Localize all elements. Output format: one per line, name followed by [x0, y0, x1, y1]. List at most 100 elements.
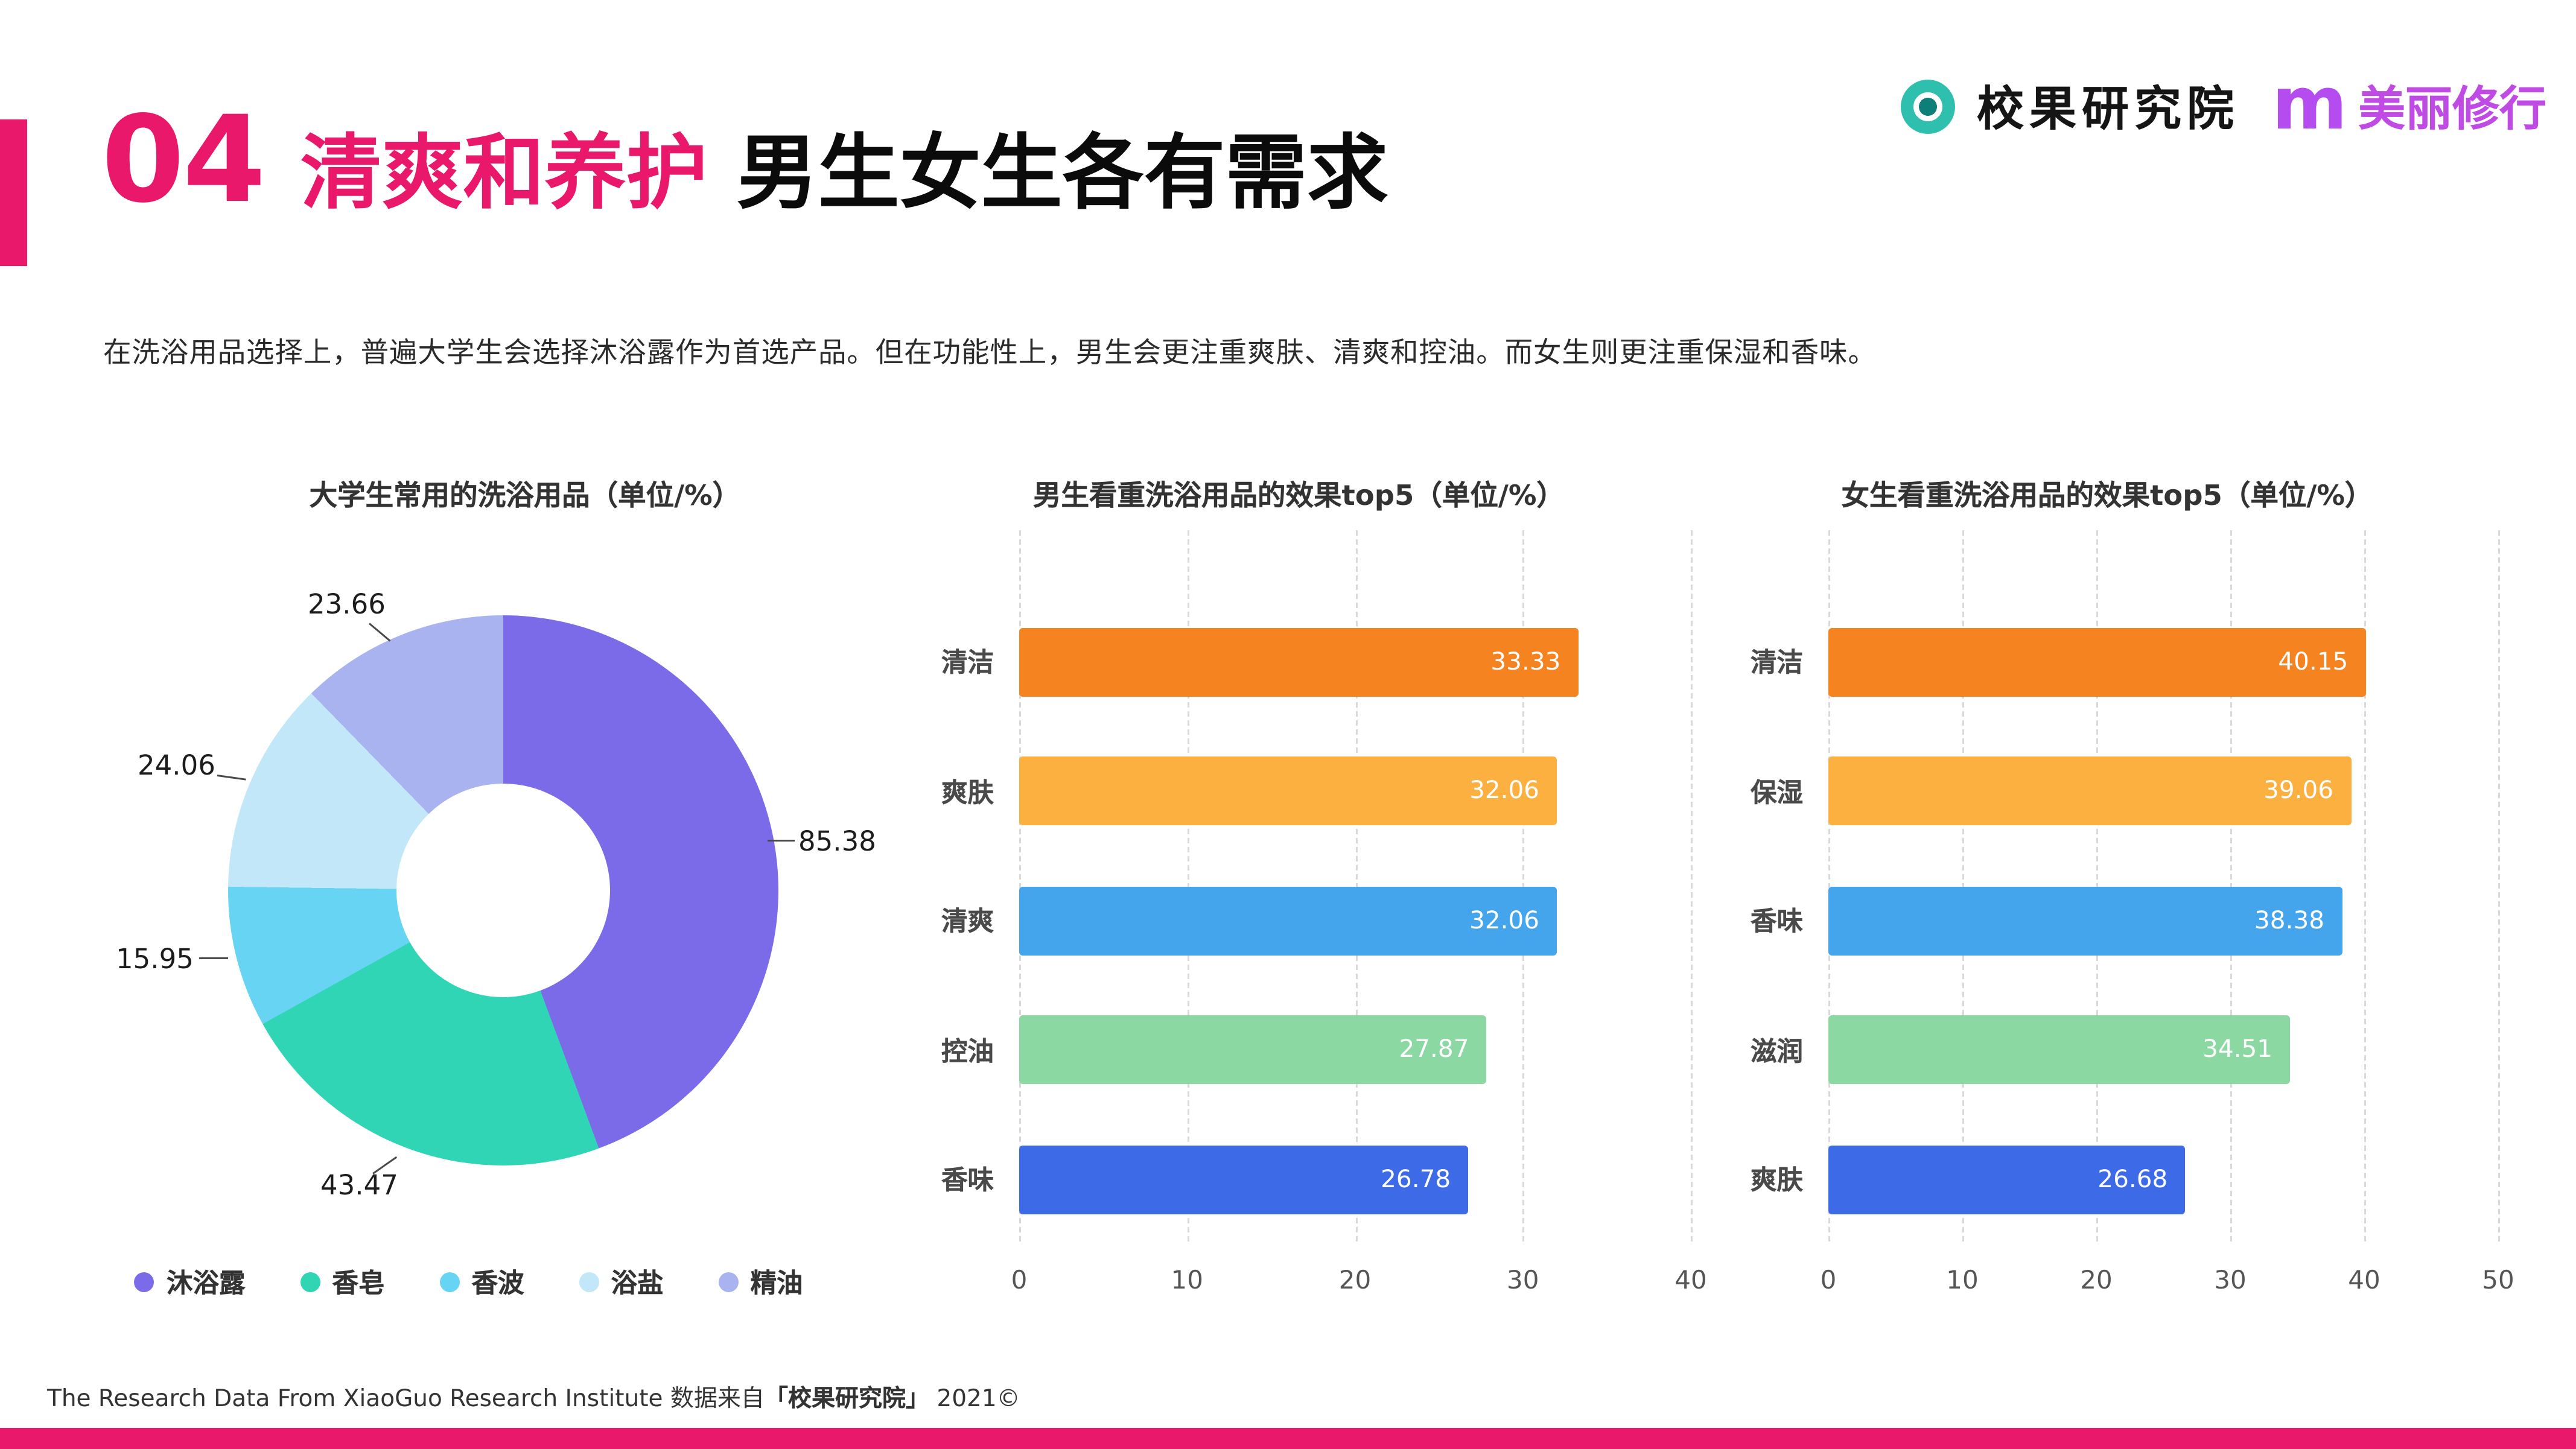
x-tick-label: 40 [2348, 1267, 2380, 1296]
bar-row: 香味 38.38 [1716, 856, 2498, 986]
footer-text-before: The Research Data From XiaoGuo Research … [47, 1386, 765, 1413]
legend-label: 香皂 [332, 1270, 385, 1299]
bar-category-label: 清洁 [1751, 650, 1803, 679]
donut-chart [228, 615, 778, 1165]
x-tick-label: 0 [1011, 1267, 1028, 1296]
legend-dot [717, 1272, 738, 1292]
gridline [2498, 530, 2500, 1241]
bar-value-label: 27.87 [1399, 1035, 1469, 1065]
gridline [2364, 530, 2366, 1241]
footer-source-name: 「校果研究院」 [764, 1386, 929, 1413]
bar-value-label: 38.38 [2254, 906, 2324, 936]
brand-logos: 校果研究院 m 美丽修行 [1901, 63, 2547, 147]
legend-item: 浴盐 [578, 1263, 664, 1301]
donut-chart-title: 大学生常用的洗浴用品（单位/%） [309, 480, 741, 512]
gridlines [1828, 530, 2500, 1241]
bar: 39.06 [1828, 756, 2352, 826]
section-number: 04 [101, 90, 266, 230]
bar-row: 控油 27.87 [907, 986, 1691, 1115]
page-title: 男生女生各有需求 [736, 125, 1388, 221]
bar: 26.78 [1019, 1145, 1469, 1214]
gridline [1355, 530, 1357, 1241]
footer-source-note: The Research Data From XiaoGuo Research … [47, 1379, 1020, 1413]
x-axis: 0 10 20 30 40 50 [1821, 1267, 2514, 1299]
x-tick-label: 10 [1171, 1267, 1203, 1296]
legend-dot [578, 1272, 599, 1292]
bar-track: 26.68 [1828, 1115, 2498, 1244]
x-tick-label: 10 [1946, 1267, 1979, 1296]
x-tick-label: 0 [1820, 1267, 1837, 1296]
bar-value-label: 34.51 [2202, 1035, 2273, 1065]
bar-category-label: 爽肤 [1751, 1167, 1803, 1197]
legend-item: 精油 [717, 1263, 803, 1301]
female-chart-title: 女生看重洗浴用品的效果top5（单位/%） [1841, 480, 2373, 512]
bar: 27.87 [1019, 1015, 1487, 1085]
bar-row: 爽肤 26.68 [1716, 1115, 2498, 1244]
bar-track: 40.15 [1828, 597, 2498, 727]
x-tick-label: 30 [1507, 1267, 1539, 1296]
female-chart-plot: 清洁 40.15 保湿 39.06 香味 38.38 滋润 34.51 爽肤 26.68 0 10 2… [1716, 530, 2514, 1308]
bar-track: 39.06 [1828, 727, 2498, 857]
footer-text-after: 2021© [929, 1386, 1020, 1413]
bar-value-label: 26.78 [1381, 1165, 1451, 1194]
bar-category-label: 香味 [941, 1167, 994, 1197]
legend-label: 香波 [471, 1270, 524, 1299]
bar-track: 32.06 [1019, 727, 1691, 857]
x-tick-label: 50 [2482, 1267, 2514, 1296]
left-accent-bar [0, 119, 27, 266]
donut-connector-line [199, 957, 228, 959]
bar: 33.33 [1019, 627, 1579, 697]
page-title-highlight: 清爽和养护 [300, 125, 708, 221]
legend-item: 香皂 [299, 1263, 385, 1301]
xiaoguo-ring-logo-icon [1901, 78, 1955, 133]
x-tick-label: 30 [2214, 1267, 2247, 1296]
donut-value-label: 24.06 [138, 749, 215, 782]
donut-value-label: 15.95 [116, 943, 194, 975]
donut-hole [396, 784, 610, 997]
bar-category-label: 香味 [1751, 908, 1803, 938]
bar-value-label: 33.33 [1490, 647, 1561, 677]
bar-track: 27.87 [1019, 986, 1691, 1115]
bar-row: 滋润 34.51 [1716, 986, 2498, 1115]
bar-track: 38.38 [1828, 856, 2498, 986]
bar-value-label: 26.68 [2097, 1165, 2168, 1194]
legend-label: 精油 [750, 1270, 803, 1299]
legend-dot [134, 1272, 154, 1292]
gridline [1522, 530, 1525, 1241]
bar-row: 保湿 39.06 [1716, 727, 2498, 857]
bar-track: 34.51 [1828, 986, 2498, 1115]
gridline [1962, 530, 1964, 1241]
gridlines [1019, 530, 1693, 1241]
legend-label: 浴盐 [611, 1270, 664, 1299]
female-bar-chart: 女生看重洗浴用品的效果top5（单位/%） 清洁 40.15 保湿 39.06 香味 38… [1716, 474, 2514, 1308]
meilixiuxing-logo-text: 美丽修行 [2358, 83, 2547, 138]
bar: 38.38 [1828, 886, 2342, 956]
donut-value-label: 85.38 [798, 825, 876, 858]
x-tick-label: 20 [1338, 1267, 1372, 1296]
donut-value-label: 43.47 [320, 1169, 398, 1202]
bar-category-label: 清爽 [941, 908, 994, 938]
bar-rows: 清洁 33.33 爽肤 32.06 清爽 32.06 控油 27.87 香味 26.78 [907, 597, 1691, 1244]
x-axis: 0 10 20 30 40 [1011, 1267, 1707, 1299]
bar-track: 26.78 [1019, 1115, 1691, 1244]
xiaoguo-logo-text: 校果研究院 [1977, 83, 2240, 138]
gridline [1828, 530, 1830, 1241]
legend-label: 沐浴露 [167, 1270, 246, 1299]
x-tick-label: 20 [2080, 1267, 2113, 1296]
bar-value-label: 32.06 [1469, 906, 1540, 936]
legend-dot [439, 1272, 459, 1292]
gridline [1691, 530, 1693, 1241]
x-tick-label: 40 [1674, 1267, 1707, 1296]
bar-row: 爽肤 32.06 [907, 727, 1691, 857]
male-bar-chart: 男生看重洗浴用品的效果top5（单位/%） 清洁 33.33 爽肤 32.06 清爽 32… [907, 474, 1707, 1308]
bar-rows: 清洁 40.15 保湿 39.06 香味 38.38 滋润 34.51 爽肤 26.68 [1716, 597, 2498, 1244]
bar-row: 清爽 32.06 [907, 856, 1691, 986]
bar: 32.06 [1019, 886, 1558, 956]
bar-value-label: 32.06 [1469, 776, 1540, 806]
legend-item: 沐浴露 [134, 1263, 246, 1301]
male-chart-title: 男生看重洗浴用品的效果top5（单位/%） [1033, 480, 1565, 512]
meilixiuxing-m-logo-icon: m [2272, 63, 2348, 147]
bar-value-label: 40.15 [2278, 647, 2349, 677]
bar-value-label: 39.06 [2263, 776, 2334, 806]
